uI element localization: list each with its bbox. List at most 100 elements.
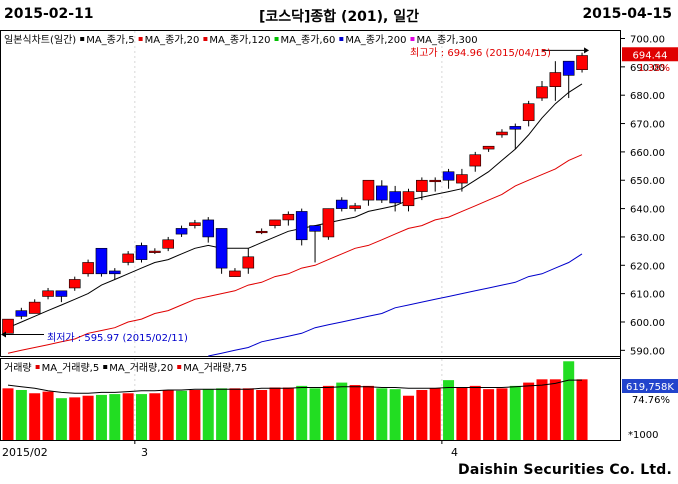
candle[interactable] xyxy=(522,103,535,122)
start-date: 2015-02-11 xyxy=(4,6,94,22)
volume-bar[interactable] xyxy=(483,389,495,440)
candle[interactable] xyxy=(562,60,575,76)
volume-bar[interactable] xyxy=(69,397,81,440)
candle[interactable] xyxy=(349,205,361,209)
volume-bar[interactable] xyxy=(416,389,428,440)
volume-bar[interactable] xyxy=(15,389,27,440)
volume-bar[interactable] xyxy=(536,379,548,440)
volume-bar[interactable] xyxy=(509,385,521,440)
y-tick-label: 700.00 xyxy=(630,35,665,46)
volume-bar[interactable] xyxy=(229,388,241,440)
volume-bar[interactable] xyxy=(95,394,107,440)
volume-bar[interactable] xyxy=(122,393,134,440)
volume-bar[interactable] xyxy=(202,389,214,440)
low-price-label: 최저가 : 595.97 (2015/02/11) xyxy=(47,332,188,344)
candle[interactable] xyxy=(295,211,308,241)
candle[interactable] xyxy=(255,230,268,234)
volume-bar[interactable] xyxy=(136,394,147,440)
candle[interactable] xyxy=(429,179,442,183)
legend-swatch xyxy=(177,365,182,369)
candle[interactable] xyxy=(282,213,295,221)
volume-bar[interactable] xyxy=(296,385,308,440)
candle[interactable] xyxy=(15,310,28,317)
volume-bar[interactable] xyxy=(349,385,361,440)
legend-swatch xyxy=(274,37,279,41)
volume-bar[interactable] xyxy=(256,389,268,440)
volume-bar[interactable] xyxy=(576,379,588,440)
candle[interactable] xyxy=(68,279,81,289)
candle[interactable] xyxy=(269,219,281,226)
candle[interactable] xyxy=(42,290,54,297)
volume-bar[interactable] xyxy=(549,379,561,440)
volume-bar[interactable] xyxy=(496,388,508,440)
volume-bar[interactable] xyxy=(55,398,67,440)
volume-bar[interactable] xyxy=(389,389,401,440)
candle[interactable] xyxy=(416,179,428,192)
volume-bar[interactable] xyxy=(563,361,575,440)
volume-legend-item: 거래량 xyxy=(4,362,32,374)
candle[interactable] xyxy=(215,228,228,269)
candle[interactable] xyxy=(28,301,41,314)
candle[interactable] xyxy=(242,256,255,269)
volume-bar[interactable] xyxy=(242,388,254,440)
candle[interactable] xyxy=(509,126,522,130)
volume-bar[interactable] xyxy=(269,387,281,440)
volume-bar[interactable] xyxy=(469,385,481,440)
volume-bar[interactable] xyxy=(362,385,374,440)
candle[interactable] xyxy=(362,179,375,201)
volume-bar[interactable] xyxy=(309,388,321,440)
volume-bar[interactable] xyxy=(176,390,188,440)
volume-bar[interactable] xyxy=(322,385,334,440)
volume-bar[interactable] xyxy=(282,387,294,440)
volume-bar[interactable] xyxy=(2,388,14,440)
stock-chart[interactable]: 700.00 690.00 680.00 670.00 660.00 650.00 640.… xyxy=(0,30,678,444)
candle[interactable] xyxy=(482,145,495,150)
candle[interactable] xyxy=(549,72,562,87)
volume-bar[interactable] xyxy=(376,388,388,440)
legend-swatch xyxy=(339,37,344,41)
candle[interactable] xyxy=(456,174,468,184)
candle[interactable] xyxy=(149,250,161,253)
low-marker-arrow xyxy=(1,331,6,338)
candle[interactable] xyxy=(122,253,134,263)
volume-bar[interactable] xyxy=(443,380,455,440)
volume-bar[interactable] xyxy=(162,389,174,440)
volume-bar[interactable] xyxy=(429,388,441,440)
volume-legend-item: MA_거래량,5 xyxy=(42,362,100,374)
volume-bar[interactable] xyxy=(456,387,468,440)
candle[interactable] xyxy=(375,185,388,201)
candle[interactable] xyxy=(335,199,348,209)
candle[interactable] xyxy=(309,225,321,232)
legend-swatch xyxy=(103,365,108,369)
candle[interactable] xyxy=(442,171,455,181)
candle[interactable] xyxy=(2,318,14,334)
candle[interactable] xyxy=(95,247,108,275)
candle[interactable] xyxy=(162,239,174,249)
candle[interactable] xyxy=(322,208,335,238)
candle[interactable] xyxy=(402,191,415,207)
volume-bar[interactable] xyxy=(403,395,414,440)
candle[interactable] xyxy=(576,55,588,70)
candle[interactable] xyxy=(55,290,68,297)
candle[interactable] xyxy=(202,219,215,238)
volume-bar[interactable] xyxy=(523,382,535,440)
volume-bar[interactable] xyxy=(336,382,348,440)
candle[interactable] xyxy=(229,270,241,277)
volume-bar[interactable] xyxy=(149,393,161,440)
candle[interactable] xyxy=(82,262,94,275)
volume-bar[interactable] xyxy=(82,395,94,440)
candle[interactable] xyxy=(175,228,188,235)
candle[interactable] xyxy=(469,154,482,167)
candle[interactable] xyxy=(189,222,201,226)
y-tick-label: 690.00 xyxy=(630,63,665,74)
candle[interactable] xyxy=(536,86,548,99)
volume-bar[interactable] xyxy=(29,393,41,440)
volume-bar[interactable] xyxy=(42,391,54,440)
volume-bar[interactable] xyxy=(109,394,121,440)
candle[interactable] xyxy=(496,131,508,136)
volume-bar[interactable] xyxy=(216,388,228,440)
volume-bar[interactable] xyxy=(189,389,201,440)
candle[interactable] xyxy=(109,270,121,275)
candle[interactable] xyxy=(135,245,148,260)
candle[interactable] xyxy=(389,191,401,204)
